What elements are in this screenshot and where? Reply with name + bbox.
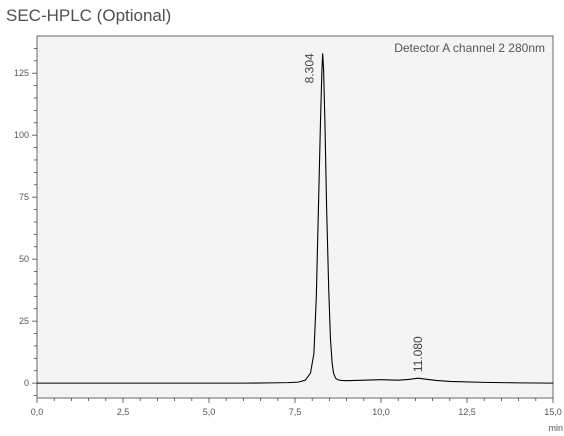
x-tick-label: 7,5 [289,407,302,417]
axis-ticks: 0,0 2,5 5,0 7,5 10,0 12,5 15,0 0 25 50 75 100 125 [14,47,562,417]
chart-title: SEC-HPLC (Optional) [6,6,172,25]
y-tick-label: 100 [14,130,29,140]
x-axis-label: min [548,423,563,433]
y-tick-label: 0 [24,378,29,388]
x-tick-label: 0,0 [31,407,44,417]
y-tick-label: 75 [19,192,29,202]
x-tick-label: 5,0 [203,407,216,417]
x-tick-label: 10,0 [372,407,390,417]
peak-retention-label: 8.304 [303,53,317,83]
y-tick-label: 25 [19,316,29,326]
peak-retention-label: 11.080 [411,336,425,372]
y-tick-label: 50 [19,254,29,264]
x-tick-label: 12,5 [458,407,476,417]
x-tick-label: 15,0 [544,407,562,417]
chromatogram-trace [37,53,554,384]
x-tick-label: 2,5 [117,407,130,417]
plot-area [36,35,554,399]
detector-annotation: Detector A channel 2 280nm [394,41,545,55]
y-tick-label: 125 [14,68,29,78]
peak-labels: 8.304 11.080 [303,53,425,372]
